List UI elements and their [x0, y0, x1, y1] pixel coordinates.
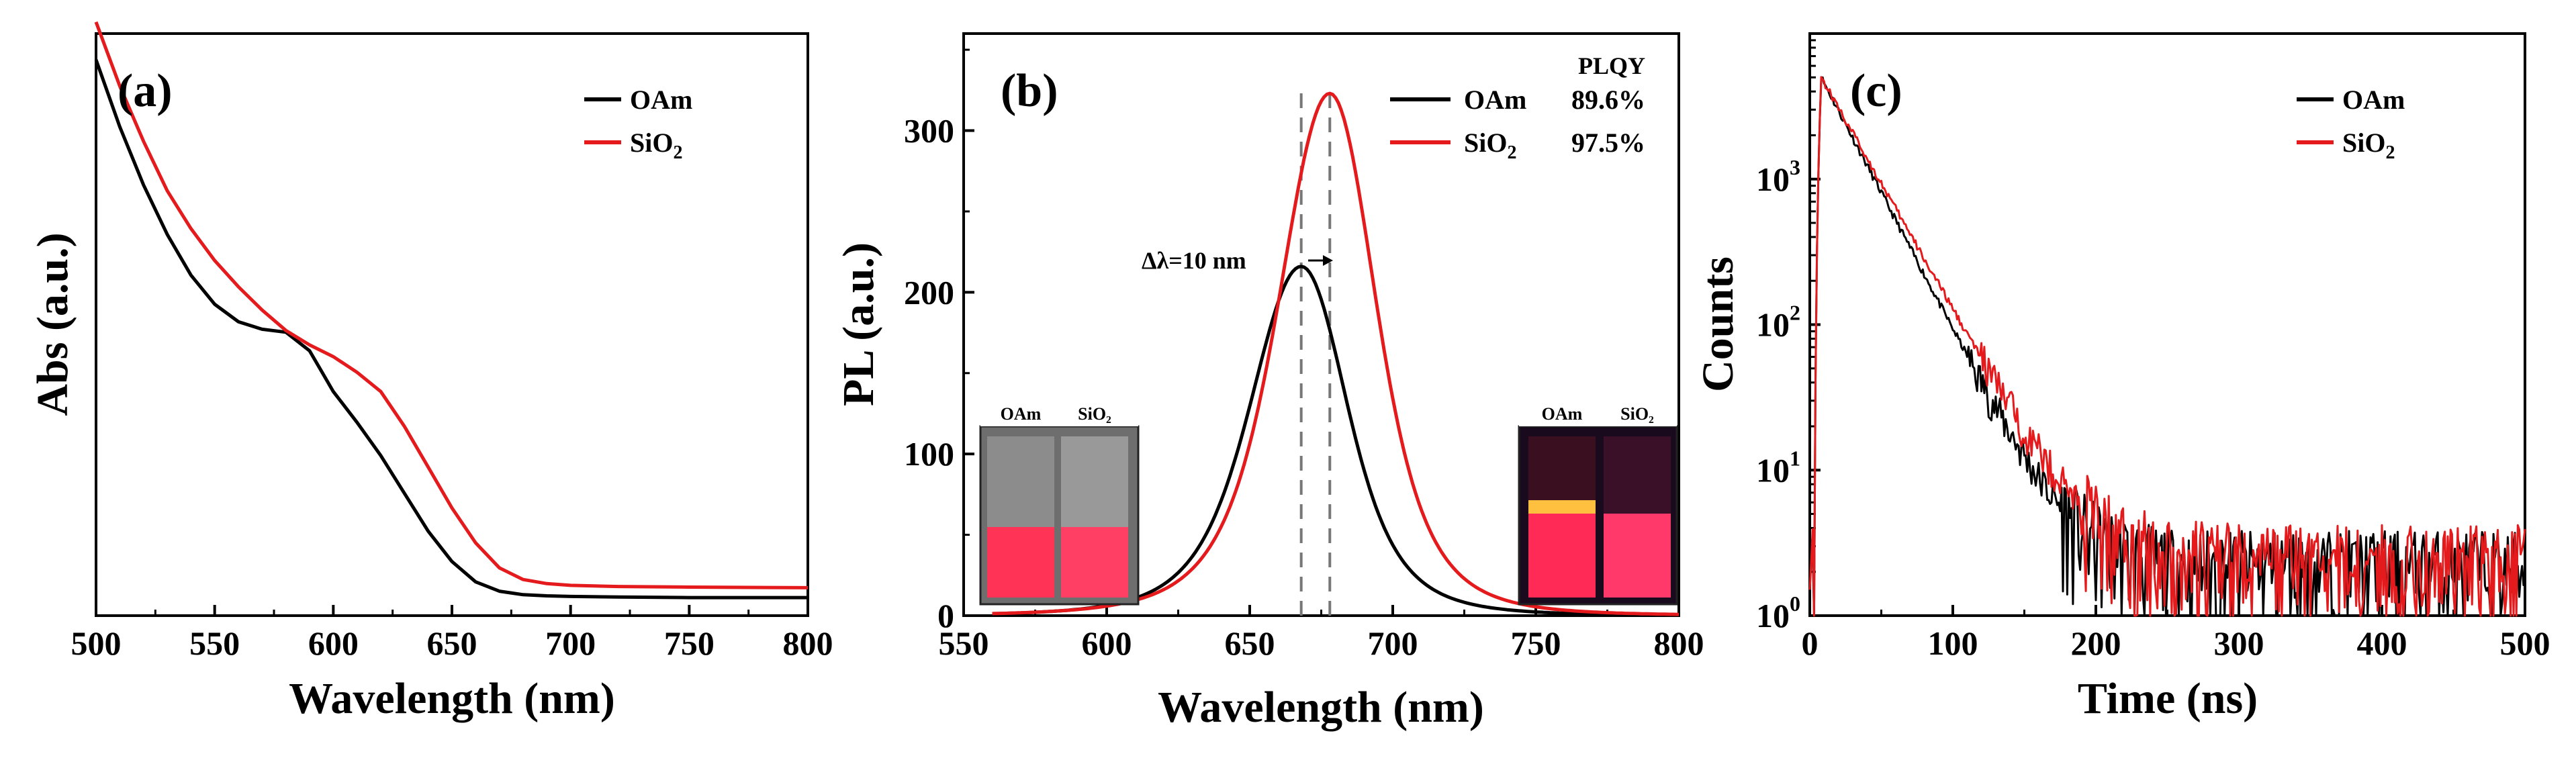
axis-ticks-b: 550 600 650 700 750 800 0 100 200 300	[904, 48, 1704, 662]
plqy-sio2: 97.5%	[1571, 128, 1645, 158]
x-tick-label: 650	[1225, 624, 1275, 662]
legend-label-oam-b: OAm	[1464, 85, 1526, 115]
x-tick-label: 0	[1802, 624, 1819, 662]
x-tick-label: 500	[2500, 624, 2550, 662]
inset-ambient-label-sio2: SiO₂	[1078, 404, 1111, 424]
x-tick-label: 800	[1654, 624, 1704, 662]
legend-header-plqy: PLQY	[1578, 52, 1645, 79]
x-tick-label: 800	[783, 624, 833, 662]
y-tick-label: 101	[1756, 446, 1800, 489]
panel-b: 550 600 650 700 750 800 0 100 200 300 (b) Wavelen…	[834, 32, 1704, 732]
x-tick-label: 650	[427, 624, 477, 662]
series-lines-a	[94, 21, 809, 600]
panel-label-b: (b)	[1001, 65, 1058, 117]
plqy-oam: 89.6%	[1571, 85, 1645, 115]
x-axis-title-c: Time (ns)	[2078, 674, 2258, 723]
x-tick-label: 700	[1368, 624, 1418, 662]
y-tick-label: 102	[1756, 301, 1800, 344]
y-tick-label: 100	[1756, 591, 1800, 634]
y-tick-label: 200	[904, 273, 954, 311]
x-tick-label: 300	[2214, 624, 2264, 662]
x-axis-title-a: Wavelength (nm)	[289, 674, 615, 723]
series-line-sio2-b	[992, 91, 1679, 616]
x-tick-label: 750	[1511, 624, 1561, 662]
x-tick-label: 550	[939, 624, 989, 662]
series-line-sio2-c	[1808, 76, 2526, 617]
series-line-sio2-a	[94, 21, 809, 589]
legend-label-sio2-c: SiO2	[2342, 128, 2395, 163]
x-axis-title-b: Wavelength (nm)	[1158, 683, 1484, 732]
series-line-oam-a	[94, 59, 808, 600]
x-tick-label: 400	[2357, 624, 2407, 662]
y-tick-label: 0	[937, 597, 954, 634]
series-lines-c	[1808, 76, 2526, 617]
x-tick-label: 600	[1082, 624, 1132, 662]
y-tick-label: 103	[1756, 155, 1800, 198]
x-tick-label: 750	[664, 624, 715, 662]
legend-label-sio2-b: SiO2	[1464, 128, 1516, 163]
x-tick-label: 550	[189, 624, 240, 662]
panel-label-c: (c)	[1850, 65, 1902, 117]
x-tick-label: 700	[545, 624, 596, 662]
panel-label-a: (a)	[118, 65, 173, 117]
inset-uv-label-sio2: SiO₂	[1620, 404, 1654, 424]
legend-b: PLQY OAm 89.6% SiO2 97.5%	[1390, 52, 1645, 163]
y-axis-title-a: Abs (a.u.)	[28, 232, 77, 416]
x-ticks-a: 500 550 600 650 700 750 800	[71, 605, 833, 662]
y-axis-title-c: Counts	[1694, 256, 1743, 392]
y-tick-label: 300	[904, 112, 954, 150]
legend-a: OAm SiO2	[584, 85, 692, 163]
inset-uv-label-oam: OAm	[1542, 404, 1583, 424]
legend-label-oam-a: OAm	[630, 85, 692, 115]
inset-ambient-label-oam: OAm	[1001, 404, 1042, 424]
delta-lambda-arrowhead	[1323, 255, 1333, 266]
x-tick-label: 100	[1928, 624, 1978, 662]
plot-frame-a	[95, 32, 809, 617]
y-axis-title-b: PL (a.u.)	[834, 242, 883, 406]
inset-photo-ambient: OAm SiO₂	[979, 399, 1140, 606]
legend-label-sio2-a: SiO2	[630, 128, 682, 163]
y-tick-label: 100	[904, 435, 954, 473]
x-tick-label: 200	[2071, 624, 2121, 662]
series-lines-b	[992, 91, 1679, 617]
x-tick-label: 600	[308, 624, 359, 662]
legend-c: OAm SiO2	[2297, 85, 2405, 163]
inset-photo-uv: OAm SiO₂	[1518, 399, 1678, 606]
legend-label-oam-c: OAm	[2342, 85, 2405, 115]
peak-dashed-lines	[1299, 84, 1332, 616]
delta-lambda-annotation: Δλ=10 nm	[1142, 247, 1246, 274]
panel-a: 500 550 600 650 700 750 800 (a) Wavelength (nm…	[28, 21, 833, 723]
x-tick-label: 500	[71, 624, 122, 662]
